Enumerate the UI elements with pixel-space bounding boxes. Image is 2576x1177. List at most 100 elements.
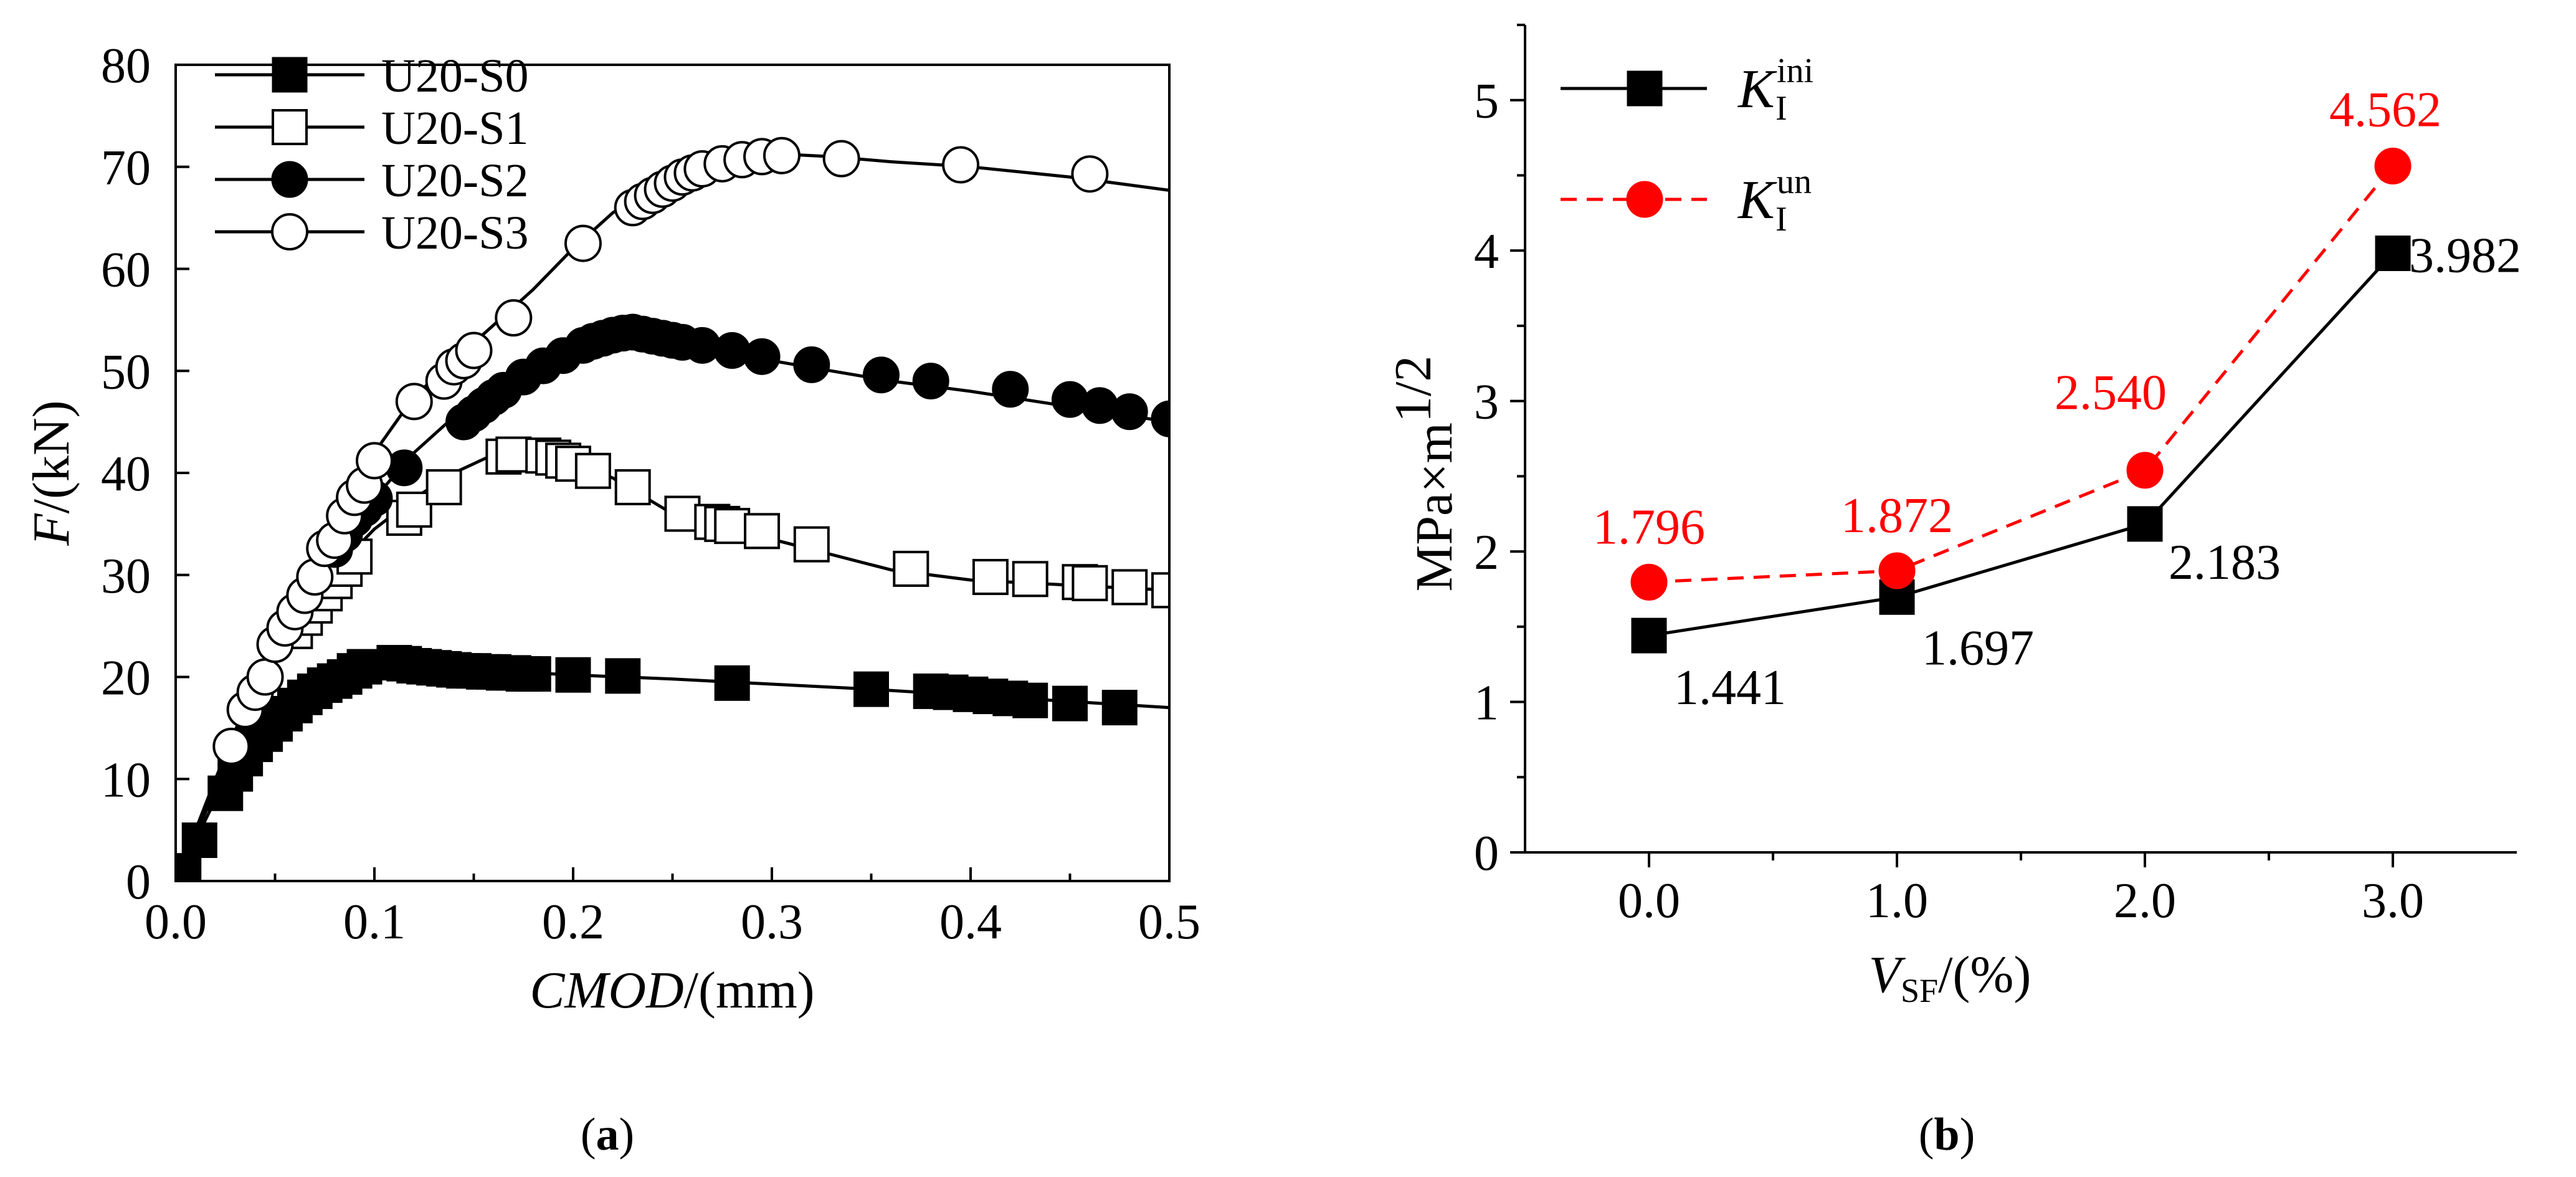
legend-label-K-un: KIun [1737,163,1812,239]
panel-a-y-axis-title-unit: /(kN) [22,400,80,513]
panel-a-y-axis-title-italic: F [22,513,80,546]
y-tick-label: 2 [1474,525,1499,580]
y-tick-label: 40 [101,447,151,502]
data-point-U20-S0 [1012,682,1048,718]
data-point-K-un [1630,563,1668,601]
data-point-U20-S3 [1071,155,1109,193]
data-point-U20-S0 [714,665,750,701]
data-point-U20-S3 [763,136,801,174]
y-tick-label: 80 [101,39,151,93]
data-point-U20-S2 [743,338,781,375]
data-point-U20-S0 [1101,690,1138,726]
data-point-U20-S1 [1151,572,1169,609]
data-point-U20-S2 [912,363,949,400]
legend-label-K-ini: KIini [1737,52,1813,128]
x-tick-label: 0.5 [1138,895,1200,950]
legend-item-U20-S2: U20-S2 [215,155,528,207]
y-tick-label: 70 [101,141,151,196]
y-tick-label: 50 [101,345,151,399]
panel-a-x-axis-title-unit: /(mm) [684,961,815,1019]
data-point-U20-S2 [1081,387,1118,424]
data-label-K-un: 2.540 [2055,366,2167,421]
data-point-U20-S3 [395,383,433,421]
data-point-U20-S0 [605,658,641,694]
data-point-K-un [1878,552,1916,589]
data-point-K-un [2374,147,2412,184]
data-label-K-ini: 2.183 [2169,535,2281,590]
data-point-U20-S3 [822,140,860,178]
panel-a-x-axis-title-italic: CMOD [530,961,683,1019]
legend-marker-U20-S1 [272,109,308,145]
data-point-U20-S3 [495,299,533,337]
panel-a-caption: (a) [581,1109,634,1160]
panel-b-axes: 0.0 1.0 2.0 3.0 0 1 2 3 4 5 [1474,24,2517,928]
x-tick-label: 1.0 [1866,874,1928,928]
data-point-U20-S2 [1151,400,1169,437]
x-tick-label: 0.0 [1618,874,1680,928]
data-label-K-un: 1.796 [1593,500,1705,555]
legend-label-main: K [1737,170,1777,231]
legend-label-main: K [1737,59,1777,120]
panel-b-x-axis-title-italic: V [1869,946,1906,1004]
data-point-U20-S0 [346,649,383,685]
data-point-U20-S3 [455,331,493,369]
data-point-U20-S0 [515,656,551,692]
data-point-U20-S3 [246,658,284,696]
legend-marker-U20-S0 [272,57,308,93]
panel-b-x-axis-title-unit: /(%) [1938,946,2031,1004]
series-line-K-ini [1648,252,2394,637]
y-tick-label: 0 [126,855,151,910]
data-point-U20-S3 [564,224,602,262]
y-tick-label: 0 [1474,826,1499,881]
data-point-U20-S1 [425,469,462,505]
data-point-U20-S0 [555,657,591,693]
panel-a-y-axis-title: F/(kN) [22,400,80,546]
data-point-U20-S2 [1052,381,1088,418]
data-point-U20-S3 [356,442,393,480]
panel-b-x-axis-title-sub: SF [1901,972,1938,1009]
panel-b-y-axis-title-sup: 1/2 [1384,356,1442,422]
panel-b-x-axis-title: VSF/(%) [1869,946,2032,1009]
data-point-U20-S1 [793,526,830,563]
y-tick-label: 4 [1474,224,1499,279]
series-K-un: 1.796 1.872 2.540 4.562 [1593,82,2441,601]
data-point-K-ini [2127,506,2163,542]
panel-b-caption-letter: b [1934,1109,1959,1160]
legend-label-sup: ini [1777,52,1813,90]
data-label-K-un: 4.562 [2329,82,2441,137]
panel-b-y-axis-title: MPa×m1/2 [1384,356,1463,592]
y-tick-label: 20 [101,651,151,706]
y-tick-label: 1 [1474,676,1499,731]
data-point-U20-S0 [1052,685,1088,722]
data-point-U20-S1 [714,508,751,545]
legend-label-U20-S3: U20-S3 [381,207,528,259]
data-point-U20-S1 [1111,569,1148,606]
legend-marker-K-un [1626,181,1663,218]
panel-a-caption-letter: a [596,1109,619,1160]
legend-label-sup: un [1777,163,1812,201]
legend-label-U20-S0: U20-S0 [381,50,528,102]
data-point-U20-S1 [1072,565,1108,601]
data-point-U20-S1 [495,436,532,473]
data-point-U20-S1 [744,513,781,550]
panel-b-y-axis-title-main: MPa×m [1405,422,1463,591]
legend-label-sub: I [1775,89,1787,128]
panel-b-plot-area: 1.441 1.697 2.183 3.982 1.796 1.872 2.540 4.562 [1593,82,2521,715]
data-point-U20-S0 [853,671,889,707]
legend-item-U20-S0: U20-S0 [215,50,528,102]
y-tick-label: 30 [101,549,151,604]
legend-item-U20-S1: U20-S1 [215,102,528,155]
legend-label-sub: I [1775,200,1787,239]
panel-a-x-axis-title: CMOD/(mm) [530,961,814,1019]
x-tick-label: 0.0 [145,895,207,950]
data-point-U20-S1 [972,559,1009,596]
data-point-U20-S1 [396,491,432,528]
legend-marker-U20-S3 [271,213,308,250]
x-tick-label: 3.0 [2362,874,2424,928]
data-point-U20-S1 [1012,561,1048,598]
data-point-K-ini [1631,617,1667,654]
data-point-U20-S1 [893,550,929,587]
